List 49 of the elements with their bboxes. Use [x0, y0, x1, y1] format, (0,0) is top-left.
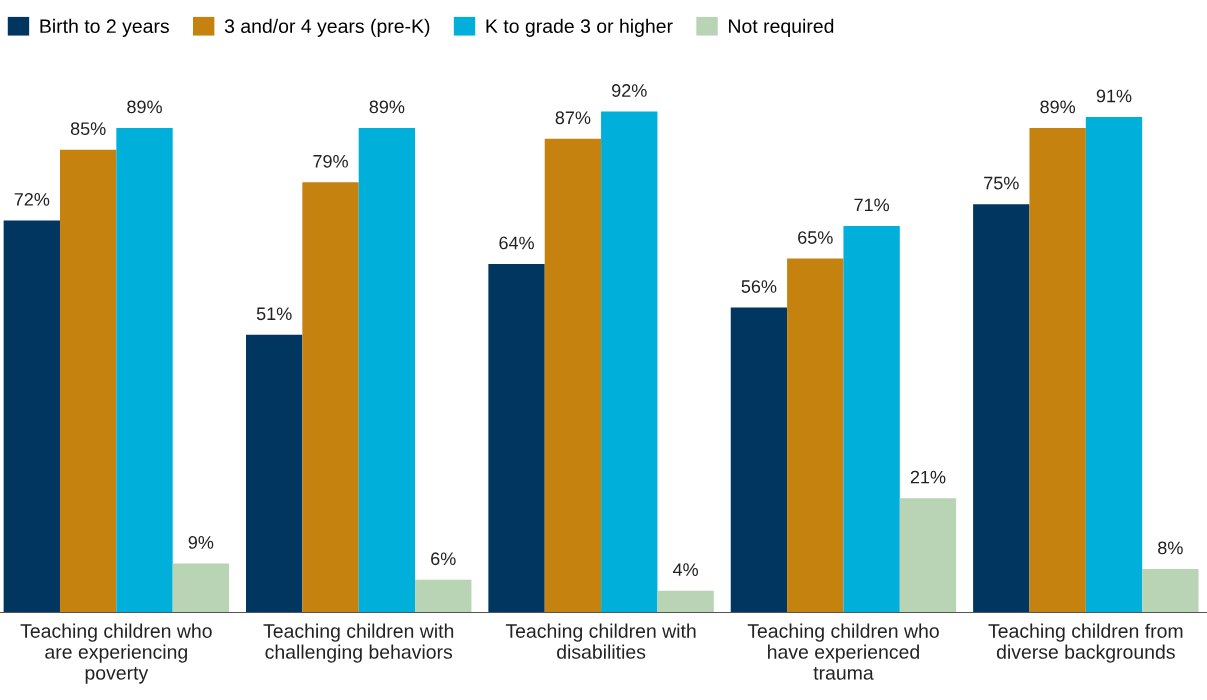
data-label: 51% — [256, 307, 292, 321]
bar — [302, 182, 359, 613]
bar — [899, 498, 957, 613]
data-label: 89% — [127, 100, 162, 114]
data-label: 6% — [431, 552, 456, 566]
bar — [59, 149, 117, 613]
bar — [488, 264, 545, 613]
data-label: 65% — [798, 231, 833, 244]
data-label: 72% — [14, 193, 50, 206]
data-label: 56% — [741, 280, 777, 293]
data-label: 4% — [672, 563, 699, 576]
x-tick-label: Teaching children with disabilities — [505, 623, 696, 659]
data-label: 85% — [70, 122, 106, 136]
x-tick-label: Teaching children from diverse backgrounds — [988, 623, 1183, 663]
bar — [730, 307, 788, 613]
bar — [544, 138, 602, 613]
bar — [246, 334, 303, 613]
bar — [415, 579, 472, 613]
legend-label: Birth to 2 years — [40, 18, 169, 37]
bar — [601, 111, 658, 613]
data-label: 21% — [910, 470, 946, 484]
data-label: 8% — [1158, 541, 1183, 555]
data-label: 91% — [1096, 89, 1132, 103]
bar — [116, 127, 173, 613]
data-label: 71% — [854, 198, 890, 212]
data-label: 89% — [369, 100, 405, 114]
data-label: 79% — [313, 154, 348, 168]
x-tick-label: Teaching children who are experiencing poverty — [20, 623, 212, 684]
bar — [657, 590, 714, 613]
bar — [1142, 568, 1199, 613]
data-label: 92% — [612, 84, 647, 97]
data-label: 9% — [188, 536, 214, 549]
legend-label: K to grade 3 or higher — [486, 18, 673, 37]
data-label: 89% — [1040, 100, 1076, 114]
legend-label: Not required — [729, 18, 834, 37]
bar — [1029, 127, 1086, 613]
bar — [843, 225, 900, 613]
x-tick-label: Teaching children who have experienced trauma — [747, 623, 939, 680]
data-label: 87% — [555, 111, 591, 125]
bar — [172, 563, 230, 613]
bar — [973, 204, 1030, 613]
data-label: 75% — [984, 176, 1019, 190]
x-tick-label: Teaching children with challenging behaviors — [263, 623, 454, 663]
bar — [3, 220, 60, 613]
bar — [358, 127, 416, 613]
data-label: 64% — [499, 236, 534, 250]
bar — [1085, 117, 1143, 613]
bar — [787, 258, 844, 613]
legend-label: 3 and/or 4 years (pre-K) — [224, 18, 430, 37]
